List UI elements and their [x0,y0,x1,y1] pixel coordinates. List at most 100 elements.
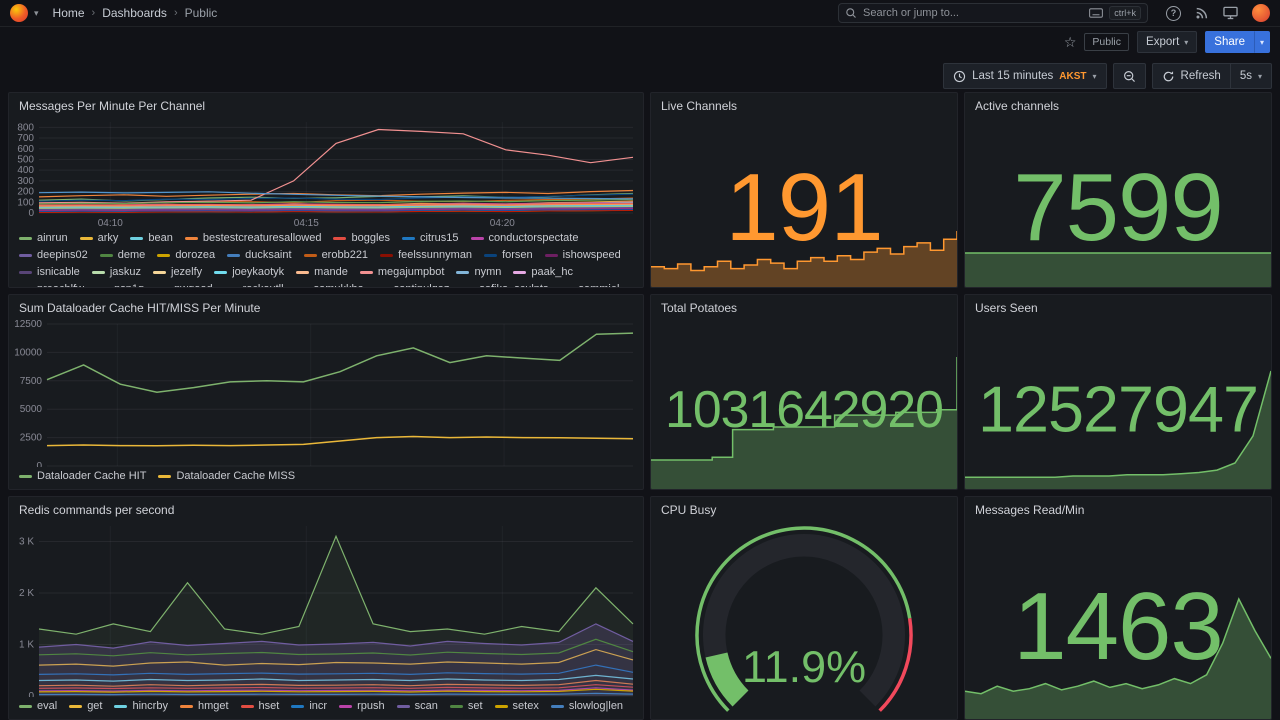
timezone-label: AKST [1059,70,1087,82]
legend-item[interactable]: paak_hc [513,265,573,280]
legend-item[interactable]: Dataloader Cache MISS [158,469,295,484]
time-range-picker[interactable]: Last 15 minutes AKST ▾ [943,63,1107,89]
panel-title[interactable]: Active channels [975,99,1060,113]
legend-item[interactable]: jaskuz [91,265,141,280]
monitor-icon[interactable] [1223,6,1238,20]
dataloader-legend: Dataloader Cache HIT Dataloader Cache MIS… [9,467,643,489]
user-avatar[interactable] [1252,4,1270,22]
legend-item[interactable]: feelssunnyman [380,248,472,263]
chevron-down-icon: ▾ [1092,71,1097,81]
legend-item[interactable]: hset [240,699,279,714]
legend-item[interactable]: conductorspectate [470,231,578,246]
legend-item[interactable]: set [449,699,483,714]
breadcrumb-dashboards[interactable]: Dashboards [102,6,167,20]
star-icon[interactable]: ☆ [1063,34,1077,50]
legend-item[interactable]: pwgood [156,282,213,287]
legend-item[interactable]: hincrby [114,699,168,714]
legend-item[interactable]: scan [396,699,438,714]
legend-item[interactable]: ishowspeed [544,248,621,263]
breadcrumb-public[interactable]: Public [184,6,218,20]
legend-item[interactable]: santipulgaz [376,282,450,287]
messages-read-stat: 1463 [965,520,1271,719]
legend-item[interactable]: boggles [333,231,390,246]
legend-color-swatch [470,237,484,240]
panel-title[interactable]: Sum Dataloader Cache HIT/MISS Per Minute [19,301,261,315]
panel-title[interactable]: Messages Read/Min [975,503,1085,517]
legend-item[interactable]: deepins02 [19,248,88,263]
legend-item[interactable]: eval [19,699,57,714]
legend-item[interactable]: slowlog|len [550,699,623,714]
messages-chart[interactable]: 0 100 200 300 400 500 600 700 800 04:10 04:15 04:20 [9,116,643,229]
legend-color-swatch [130,237,144,240]
legend-item[interactable]: preachlfw [19,282,84,287]
grafana-logo-icon[interactable] [10,4,28,22]
legend-item[interactable]: sammiel [560,282,619,287]
public-tag[interactable]: Public [1084,33,1130,51]
legend-item[interactable]: incr [291,699,327,714]
panel-title[interactable]: Messages Per Minute Per Channel [19,99,206,113]
legend-item[interactable]: rockoutll [225,282,284,287]
panel-title[interactable]: Users Seen [975,301,1038,315]
legend-item[interactable]: jezelfy [153,265,202,280]
panel-title[interactable]: Redis commands per second [19,503,175,517]
legend-item[interactable]: sofiko_sculpts [461,282,548,287]
legend-color-swatch [303,254,317,257]
refresh-interval-label: 5s [1239,70,1252,82]
legend-item[interactable]: rpush [339,699,385,714]
clock-icon [954,70,966,82]
legend-item[interactable]: setex [494,699,539,714]
search-input[interactable]: Search or jump to... ctrl+k [838,3,1148,23]
legend-item[interactable]: dorozea [157,248,215,263]
legend-item[interactable]: isnicable [19,265,80,280]
legend-item[interactable]: citrus15 [402,231,459,246]
chevron-down-icon[interactable]: ▾ [34,7,39,18]
legend-item[interactable]: arky [79,231,118,246]
legend-item[interactable]: psp1g [96,282,144,287]
legend-item[interactable]: Dataloader Cache HIT [19,469,146,484]
nav-icon-group: ? [1166,4,1270,22]
legend-color-swatch [214,271,228,274]
legend-item[interactable]: megajumpbot [359,265,444,280]
legend-color-swatch [79,237,93,240]
legend-item[interactable]: deme [99,248,145,263]
panel-dataloader-cache: Sum Dataloader Cache HIT/MISS Per Minute… [8,294,644,490]
stat-value: 1031642920 [665,380,944,439]
panel-title[interactable]: CPU Busy [661,503,717,517]
help-icon[interactable]: ? [1166,5,1181,21]
legend-item[interactable]: bean [130,231,173,246]
panel-title[interactable]: Live Channels [661,99,738,113]
legend-item[interactable]: samukkha [296,282,364,287]
legend-color-swatch [184,237,198,240]
legend-color-swatch [333,237,347,240]
zoom-out-button[interactable] [1112,63,1146,89]
legend-color-swatch [449,705,463,708]
legend-item[interactable]: ducksaint [227,248,292,263]
share-button[interactable]: Share [1205,31,1254,53]
refresh-button[interactable]: Refresh [1151,63,1231,89]
refresh-interval-dropdown[interactable]: 5s ▾ [1230,63,1272,89]
zoom-out-icon [1123,70,1135,82]
dashboard-grid: Messages Per Minute Per Channel 0 100 200 3… [0,92,1280,720]
legend-item[interactable]: bestestcreaturesallowed [184,231,321,246]
rss-icon[interactable] [1195,6,1209,20]
legend-item[interactable]: ainrun [19,231,68,246]
legend-item[interactable]: forsen [484,248,533,263]
legend-item[interactable]: nymn [456,265,501,280]
legend-item[interactable]: get [69,699,102,714]
share-dropdown-button[interactable]: ▾ [1253,31,1270,53]
breadcrumb-home[interactable]: Home [52,6,85,20]
chevron-down-icon: ▾ [1257,71,1262,81]
svg-text:100: 100 [17,197,34,208]
panel-messages-per-minute: Messages Per Minute Per Channel 0 100 200 3… [8,92,644,288]
legend-color-swatch [19,254,32,257]
legend-item[interactable]: hmget [179,699,229,714]
panel-title[interactable]: Total Potatoes [661,301,738,315]
legend-item[interactable]: mande [296,265,348,280]
legend-item[interactable]: joeykaotyk [214,265,284,280]
export-button[interactable]: Export ▾ [1137,31,1198,53]
legend-item[interactable]: erobb221 [303,248,368,263]
breadcrumb-separator: › [91,7,96,19]
svg-text:12500: 12500 [14,319,42,330]
